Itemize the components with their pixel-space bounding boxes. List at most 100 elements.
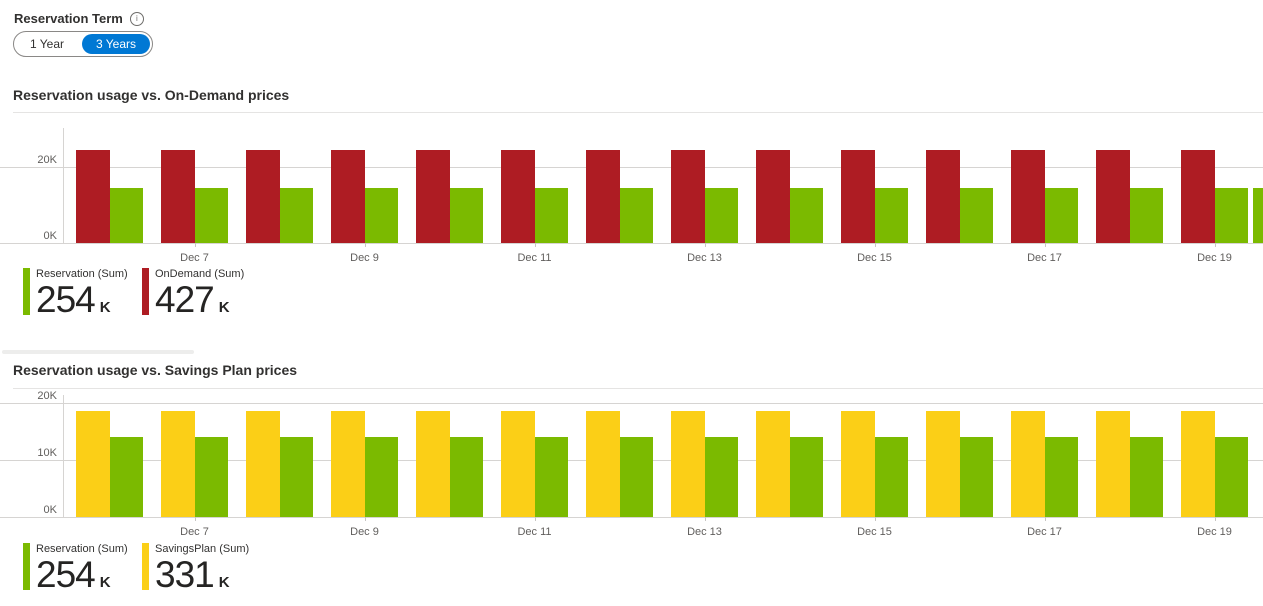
x-axis-tick-label: Dec 19 [1197, 526, 1232, 538]
reservation-bar[interactable] [1130, 187, 1163, 243]
y-axis-line [63, 128, 64, 243]
ondemand-swatch [142, 268, 149, 315]
divider [13, 112, 1263, 113]
ondemand-bar[interactable] [841, 149, 875, 243]
reservation-bar[interactable] [195, 187, 228, 243]
reservation-bar[interactable] [450, 437, 483, 517]
chart-title-ondemand: Reservation usage vs. On-Demand prices [13, 87, 290, 103]
reservation-bar[interactable] [790, 187, 823, 243]
reservation-bar[interactable] [875, 437, 908, 517]
reservation-bar[interactable] [790, 437, 823, 517]
ondemand-bar[interactable] [246, 149, 280, 243]
savingsplan-bar[interactable] [1096, 410, 1130, 517]
x-axis-tick-label: Dec 19 [1197, 252, 1232, 264]
x-axis-tick-label: Dec 13 [687, 252, 722, 264]
ondemand-bar[interactable] [671, 149, 705, 243]
savingsplan-bar[interactable] [246, 410, 280, 517]
legend-block-ondemand: OnDemand (Sum) 427 K [142, 268, 261, 327]
ondemand-bar[interactable] [76, 149, 110, 243]
reservation-bar[interactable] [535, 437, 568, 517]
ondemand-bar[interactable] [501, 149, 535, 243]
x-axis-tick-label: Dec 7 [180, 526, 209, 538]
x-axis-tick-label: Dec 11 [517, 526, 552, 538]
reservation-bar[interactable] [705, 437, 738, 517]
ondemand-bar[interactable] [1181, 149, 1215, 243]
reservation-bar[interactable] [195, 437, 228, 517]
reservation-bar[interactable] [1045, 187, 1078, 243]
x-axis-tick [874, 517, 876, 521]
savingsplan-bar[interactable] [841, 410, 875, 517]
reservation-bar[interactable] [535, 187, 568, 243]
reservation-bar[interactable] [110, 187, 143, 243]
x-axis-tick [1214, 243, 1216, 247]
reservation-bar[interactable] [875, 187, 908, 243]
x-axis-tick [364, 243, 366, 247]
reservation-bar[interactable] [620, 437, 653, 517]
ondemand-chart-legend: Reservation (Sum) 254 K OnDemand (Sum) 42… [23, 268, 261, 327]
savingsplan-bar[interactable] [671, 410, 705, 517]
reservation-bar[interactable] [1130, 437, 1163, 517]
savingsplan-swatch [142, 543, 149, 590]
y-axis-tick-label: 20K [37, 154, 57, 166]
savingsplan-bar[interactable] [1011, 410, 1045, 517]
reservation-bar-partial[interactable] [1253, 187, 1263, 243]
x-axis-tick [874, 243, 876, 247]
reservation-term-label: Reservation Term [14, 11, 123, 26]
savingsplan-bar[interactable] [76, 410, 110, 517]
savingsplan-bar[interactable] [926, 410, 960, 517]
savingsplan-bar[interactable] [501, 410, 535, 517]
ondemand-bar[interactable] [331, 149, 365, 243]
savingsplan-bar[interactable] [331, 410, 365, 517]
savingsplan-bar[interactable] [161, 410, 195, 517]
y-axis-line [63, 395, 64, 517]
x-axis-tick [534, 517, 536, 521]
reservation-bar[interactable] [365, 187, 398, 243]
horizontal-scrollbar-thumb[interactable] [2, 350, 194, 354]
x-axis-tick-label: Dec 11 [517, 252, 552, 264]
ondemand-bar[interactable] [586, 149, 620, 243]
reservation-bar[interactable] [280, 187, 313, 243]
savingsplan-bar[interactable] [756, 410, 790, 517]
gridline-20K [0, 167, 1263, 168]
reservation-bar[interactable] [960, 437, 993, 517]
ondemand-bar[interactable] [416, 149, 450, 243]
savingsplan-bar[interactable] [586, 410, 620, 517]
ondemand-bar[interactable] [1011, 149, 1045, 243]
reservation-bar[interactable] [620, 187, 653, 243]
x-axis-tick [534, 243, 536, 247]
x-axis-tick-label: Dec 13 [687, 526, 722, 538]
x-axis-tick-label: Dec 17 [1027, 252, 1062, 264]
y-axis-tick-label: 10K [37, 447, 57, 459]
legend-block-reservation: Reservation (Sum) 254 K [23, 268, 142, 327]
legend-label: Reservation (Sum) [36, 268, 128, 280]
reservation-bar[interactable] [365, 437, 398, 517]
ondemand-chart-plot: 0K 20K Dec 7 Dec 9 Dec 11 Dec 13 Dec 15 Dec 17 D… [0, 120, 1263, 264]
legend-label: Reservation (Sum) [36, 543, 128, 555]
toggle-option-3-years[interactable]: 3 Years [82, 34, 150, 54]
reservation-bar[interactable] [705, 187, 738, 243]
chart-title-savingsplan: Reservation usage vs. Savings Plan price… [13, 362, 298, 378]
reservation-bar[interactable] [1215, 187, 1248, 243]
reservation-bar[interactable] [450, 187, 483, 243]
info-icon[interactable]: i [129, 11, 144, 26]
toggle-option-1-year[interactable]: 1 Year [29, 37, 65, 51]
reservation-bar[interactable] [110, 437, 143, 517]
ondemand-bar[interactable] [1096, 149, 1130, 243]
x-axis-tick-label: Dec 7 [180, 252, 209, 264]
gridline-0K [0, 243, 1263, 244]
savingsplan-bar[interactable] [1181, 410, 1215, 517]
reservation-bar[interactable] [1215, 437, 1248, 517]
savingsplan-bar[interactable] [416, 410, 450, 517]
ondemand-bar[interactable] [926, 149, 960, 243]
reservation-bar[interactable] [960, 187, 993, 243]
ondemand-bar[interactable] [161, 149, 195, 243]
y-axis-tick-label: 0K [43, 230, 57, 242]
reservation-term-toggle: 1 Year 3 Years [13, 31, 153, 57]
reservation-bar[interactable] [280, 437, 313, 517]
reservation-bar[interactable] [1045, 437, 1078, 517]
legend-sum-value: 254 K [36, 554, 111, 595]
y-axis-tick-label: 0K [43, 504, 57, 516]
savingsplan-chart-plot: 0K 10K 20K Dec 7 Dec 9 Dec 11 Dec 13 Dec 15 Dec … [0, 390, 1263, 538]
ondemand-bar[interactable] [756, 149, 790, 243]
